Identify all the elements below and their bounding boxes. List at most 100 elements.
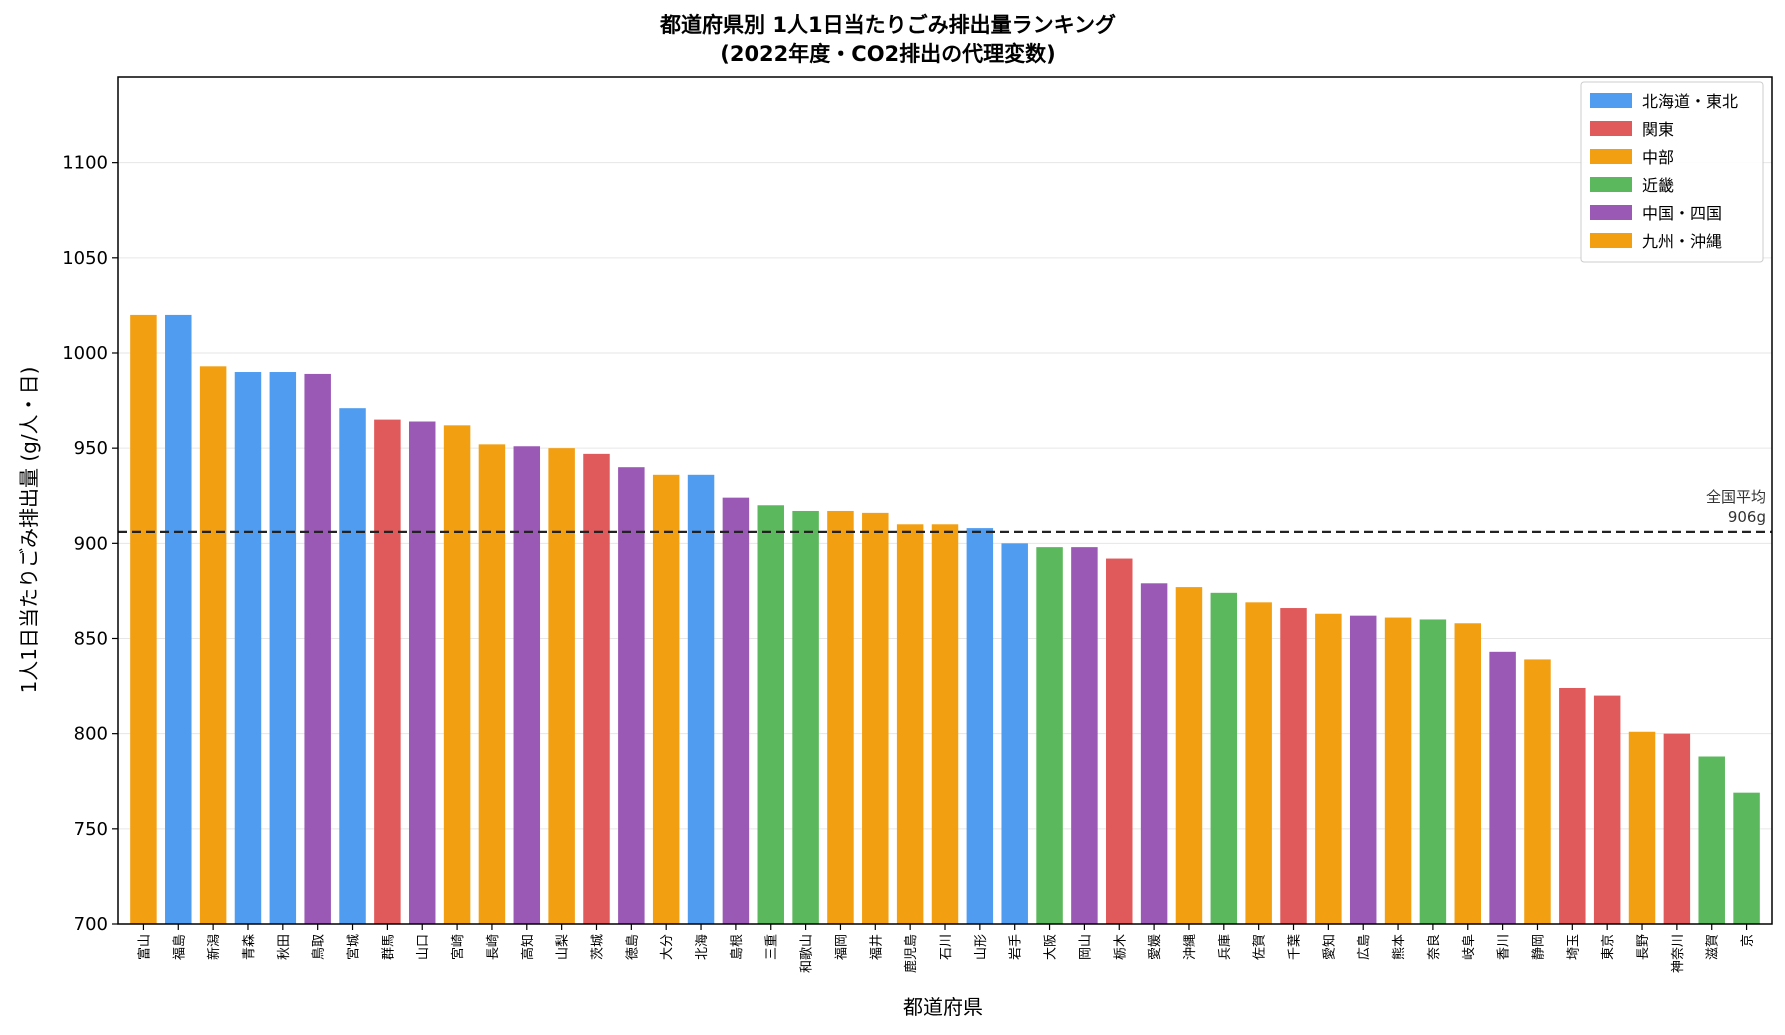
bar	[1628, 731, 1656, 924]
x-tick-label: 福井	[869, 934, 884, 960]
chart-title: 都道府県別 1人1日当たりごみ排出量ランキング	[659, 13, 1116, 37]
bar	[548, 448, 575, 924]
bar	[966, 528, 994, 924]
bar	[722, 497, 750, 924]
bars	[130, 314, 1760, 924]
y-tick-label: 700	[74, 914, 108, 935]
bar	[130, 314, 157, 924]
x-tick-label: 福岡	[834, 934, 849, 960]
x-tick-label: 香川	[1497, 934, 1512, 960]
x-tick-label: 青森	[242, 934, 257, 960]
x-tick-label: 京	[1741, 934, 1756, 947]
bar	[1175, 587, 1203, 924]
x-tick-label: 石川	[939, 934, 954, 960]
x-tick-label: 宮城	[346, 934, 362, 960]
x-tick-label: 長崎	[486, 934, 501, 960]
legend-label: 九州・沖縄	[1642, 232, 1722, 251]
bar	[513, 446, 541, 924]
average-value-label: 906g	[1728, 508, 1766, 526]
x-tick-label: 兵庫	[1218, 934, 1233, 960]
bar	[443, 425, 471, 924]
bar	[1001, 543, 1028, 924]
y-tick-label: 1100	[62, 153, 108, 174]
legend-label: 関東	[1642, 120, 1674, 139]
x-tick-label: 千葉	[1288, 934, 1303, 960]
legend-swatch	[1590, 121, 1632, 136]
bar	[1140, 583, 1168, 924]
bar	[862, 512, 889, 924]
legend-swatch	[1590, 177, 1632, 192]
bar	[896, 524, 924, 924]
legend-label: 中国・四国	[1642, 204, 1722, 223]
bar	[1733, 792, 1760, 924]
bar	[1315, 613, 1342, 924]
bar	[583, 453, 610, 924]
y-axis-title: 1人1日当たりごみ排出量 (g/人・日)	[17, 367, 41, 694]
bar	[1524, 659, 1551, 924]
x-tick-label: 茨城	[590, 934, 605, 960]
bar	[1071, 547, 1098, 924]
bar	[408, 421, 436, 924]
x-tick-label: 鳥取	[312, 934, 327, 960]
x-tick-label: 三重	[764, 934, 780, 960]
x-tick-label: 岩手	[1009, 934, 1024, 960]
bar	[1698, 756, 1725, 924]
bar	[234, 372, 262, 924]
bar	[1454, 623, 1482, 924]
x-tick-label: 新潟	[206, 934, 222, 960]
y-tick-label: 900	[74, 533, 108, 554]
bar	[269, 372, 297, 924]
bar	[827, 510, 854, 924]
x-tick-label: 鹿児島	[903, 934, 919, 973]
average-label: 全国平均	[1706, 488, 1766, 506]
x-tick-label: 秋田	[277, 934, 292, 960]
x-tick-label: 東京	[1600, 934, 1616, 960]
bar	[652, 474, 680, 924]
x-tick-label: 静岡	[1531, 934, 1546, 960]
y-tick-label: 950	[74, 438, 108, 459]
x-tick-label: 島根	[730, 934, 745, 960]
reference-line-group: 全国平均 906g	[118, 488, 1772, 534]
bar	[1663, 733, 1691, 924]
x-tick-label: 群馬	[381, 934, 396, 960]
x-tick-label: 和歌山	[800, 934, 815, 973]
x-tick-label: 大阪	[1044, 934, 1059, 960]
x-tick-label: 徳島	[625, 934, 640, 960]
bar	[757, 505, 784, 924]
legend-label: 中部	[1642, 148, 1674, 167]
legend-swatch	[1590, 149, 1632, 164]
x-tick-label: 長野	[1636, 934, 1651, 960]
x-tick-label: 岐阜	[1461, 934, 1477, 960]
y-axis-ticks: 700 750 800 850 900 950 1000 1050 1100	[62, 153, 118, 935]
legend-swatch	[1590, 205, 1632, 220]
bar	[1349, 615, 1377, 924]
bar	[1489, 651, 1516, 924]
x-tick-label: 栃木	[1113, 934, 1128, 960]
bar	[374, 419, 401, 924]
bar	[478, 444, 506, 924]
bar	[165, 314, 192, 924]
x-tick-label: 山形	[974, 934, 989, 960]
y-tick-label: 1000	[62, 343, 108, 364]
y-tick-label: 1050	[62, 248, 108, 269]
x-tick-label: 富山	[136, 934, 152, 960]
bar	[618, 467, 645, 924]
x-tick-label: 滋賀	[1706, 934, 1721, 960]
y-tick-label: 800	[74, 724, 108, 745]
legend-label: 北海道・東北	[1642, 92, 1738, 111]
x-tick-label: 熊本	[1391, 934, 1407, 960]
x-tick-label: 広島	[1357, 934, 1372, 960]
bar	[1210, 592, 1238, 924]
bar	[1036, 547, 1063, 924]
bar	[1106, 558, 1133, 924]
x-tick-label: 佐賀	[1253, 934, 1268, 960]
y-tick-label: 850	[74, 628, 108, 649]
x-tick-label: 大分	[660, 934, 675, 960]
bar	[1559, 687, 1586, 924]
bar	[1384, 617, 1412, 924]
bar	[931, 524, 959, 924]
x-axis-ticks: 富山 福島 新潟 青森 秋田 鳥取 宮城 群馬 山口 宮崎 長崎 高知 山梨 茨城 徳島 大分 北海 島根 三重 和歌…	[136, 924, 1756, 973]
x-tick-label: 福島	[172, 934, 187, 960]
bar	[199, 366, 227, 924]
